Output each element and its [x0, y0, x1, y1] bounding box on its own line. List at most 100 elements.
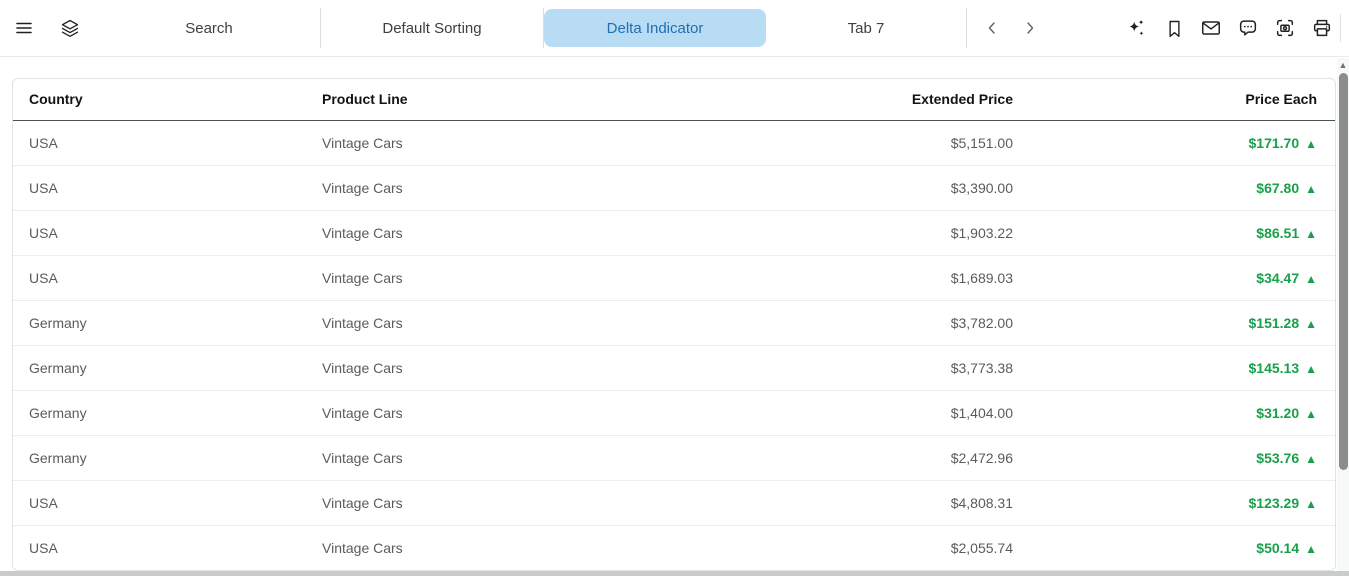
- table-row[interactable]: USA Vintage Cars $5,151.00 $171.70 ▲: [13, 120, 1335, 166]
- bookmark-icon: [1168, 20, 1180, 37]
- price-each-value: $53.76: [1256, 449, 1300, 466]
- extended-price-cell: $3,773.38: [639, 345, 1029, 391]
- delta-up-icon: ▲: [1305, 181, 1317, 196]
- country-cell: Germany: [13, 300, 306, 346]
- price-each-cell: $50.14 ▲: [1029, 525, 1335, 570]
- extended-price-cell: $1,903.22: [639, 210, 1029, 256]
- price-each-value: $67.80: [1256, 179, 1300, 196]
- delta-up-icon: ▲: [1305, 226, 1317, 241]
- extended-price-cell: $2,055.74: [950, 539, 1013, 556]
- country-cell: USA: [13, 480, 306, 526]
- table-row[interactable]: USA Vintage Cars $1,689.03 $34.47 ▲: [13, 255, 1335, 301]
- country-cell: USA: [13, 210, 306, 256]
- vertical-scrollbar-thumb[interactable]: [1338, 73, 1348, 470]
- product-line-cell: Vintage Cars: [322, 539, 403, 556]
- tab-divider: [543, 8, 544, 48]
- scroll-up-arrow-icon[interactable]: ▲: [1338, 60, 1348, 70]
- toolbar-end-divider: [1340, 14, 1341, 42]
- vertical-scrollbar[interactable]: ▲: [1337, 58, 1349, 571]
- delta-up-icon: ▲: [1305, 361, 1317, 376]
- table-row[interactable]: Germany Vintage Cars $1,404.00 $31.20 ▲: [13, 390, 1335, 436]
- toolbar: Search Default Sorting Delta Indicator T…: [0, 0, 1349, 57]
- prev-tab-button[interactable]: [973, 10, 1011, 46]
- tab-bar: Search Default Sorting Delta Indicator T…: [98, 0, 967, 56]
- country-cell: USA: [13, 165, 306, 211]
- comment-icon: [1239, 20, 1257, 36]
- column-header-country[interactable]: Country: [13, 79, 306, 121]
- price-each-value: $86.51: [1256, 224, 1300, 241]
- table-row[interactable]: Germany Vintage Cars $3,782.00 $151.28 ▲: [13, 300, 1335, 346]
- comment-button[interactable]: [1236, 10, 1260, 46]
- country-cell: USA: [13, 120, 306, 166]
- table-row[interactable]: Germany Vintage Cars $2,472.96 $53.76 ▲: [13, 435, 1335, 481]
- extended-price-cell: $3,390.00: [639, 165, 1029, 211]
- price-each-cell: $151.28 ▲: [1029, 300, 1335, 346]
- column-header-price-each[interactable]: Price Each: [1029, 79, 1335, 121]
- bookmark-button[interactable]: [1162, 10, 1186, 46]
- price-each-value: $31.20: [1256, 404, 1300, 421]
- column-header-extended-price[interactable]: Extended Price: [639, 79, 1029, 121]
- price-each-value: $171.70: [1248, 134, 1300, 151]
- table-row[interactable]: USA Vintage Cars $3,390.00 $67.80 ▲: [13, 165, 1335, 211]
- country-cell: USA: [29, 539, 58, 556]
- ai-assist-button[interactable]: [1125, 10, 1149, 46]
- product-line-cell: Vintage Cars: [306, 480, 639, 526]
- table-row[interactable]: USA Vintage Cars $1,903.22 $86.51 ▲: [13, 210, 1335, 256]
- chevron-right-icon: [1027, 22, 1034, 34]
- sparkles-icon: [1129, 19, 1144, 36]
- price-each-cell: $123.29 ▲: [1029, 480, 1335, 526]
- delta-up-icon: ▲: [1305, 271, 1317, 286]
- delta-up-icon: ▲: [1305, 541, 1317, 556]
- table-row[interactable]: Germany Vintage Cars $3,773.38 $145.13 ▲: [13, 345, 1335, 391]
- next-tab-button[interactable]: [1011, 10, 1049, 46]
- layers-icon: [61, 19, 79, 37]
- country-cell: Germany: [13, 390, 306, 436]
- price-each-cell: $53.76 ▲: [1029, 435, 1335, 481]
- mail-button[interactable]: [1199, 10, 1223, 46]
- toolbar-actions: [1125, 10, 1334, 46]
- table-row[interactable]: USA Vintage Cars $2,055.74 $50.14 ▲: [13, 525, 1335, 570]
- table-header: Country Product Line Extended Price Pric…: [13, 79, 1335, 121]
- extended-price-cell: $5,151.00: [639, 120, 1029, 166]
- print-button[interactable]: [1310, 10, 1334, 46]
- product-line-cell: Vintage Cars: [306, 300, 639, 346]
- delta-up-icon: ▲: [1305, 496, 1317, 511]
- price-each-cell: $31.20 ▲: [1029, 390, 1335, 436]
- product-line-cell: Vintage Cars: [306, 345, 639, 391]
- delta-up-icon: ▲: [1305, 451, 1317, 466]
- country-cell: USA: [13, 255, 306, 301]
- print-icon: [1313, 19, 1331, 37]
- mail-icon: [1202, 21, 1220, 35]
- tab-default-sorting[interactable]: Default Sorting: [382, 19, 482, 37]
- product-line-cell: Vintage Cars: [306, 255, 639, 301]
- tab-nav: [973, 10, 1049, 46]
- product-line-cell: Vintage Cars: [306, 120, 639, 166]
- delta-up-icon: ▲: [1305, 316, 1317, 331]
- country-cell: Germany: [13, 435, 306, 481]
- extended-price-cell: $3,782.00: [639, 300, 1029, 346]
- tab-divider: [320, 8, 321, 48]
- chevron-left-icon: [988, 22, 995, 34]
- menu-icon: [16, 22, 32, 34]
- price-each-cell: $145.13 ▲: [1029, 345, 1335, 391]
- price-each-value: $145.13: [1248, 359, 1300, 376]
- price-each-value: $34.47: [1256, 269, 1300, 286]
- scan-button[interactable]: [1273, 10, 1297, 46]
- extended-price-cell: $2,472.96: [639, 435, 1029, 481]
- table-row[interactable]: USA Vintage Cars $4,808.31 $123.29 ▲: [13, 480, 1335, 526]
- table-body: USA Vintage Cars $5,151.00 $171.70 ▲ USA …: [13, 120, 1335, 570]
- layers-button[interactable]: [56, 10, 84, 46]
- product-line-cell: Vintage Cars: [306, 435, 639, 481]
- horizontal-scrollbar[interactable]: [0, 571, 1349, 576]
- scan-icon: [1276, 19, 1294, 37]
- tab-7[interactable]: Tab 7: [847, 19, 885, 37]
- tab-delta-indicator[interactable]: Delta Indicator: [544, 9, 766, 47]
- data-table-card: Country Product Line Extended Price Pric…: [12, 78, 1336, 571]
- tab-search[interactable]: Search: [185, 19, 233, 37]
- extended-price-cell: $4,808.31: [639, 480, 1029, 526]
- menu-button[interactable]: [10, 10, 38, 46]
- price-each-cell: $86.51 ▲: [1029, 210, 1335, 256]
- column-header-product-line[interactable]: Product Line: [306, 79, 639, 121]
- data-table: Country Product Line Extended Price Pric…: [13, 79, 1335, 570]
- price-each-cell: $67.80 ▲: [1029, 165, 1335, 211]
